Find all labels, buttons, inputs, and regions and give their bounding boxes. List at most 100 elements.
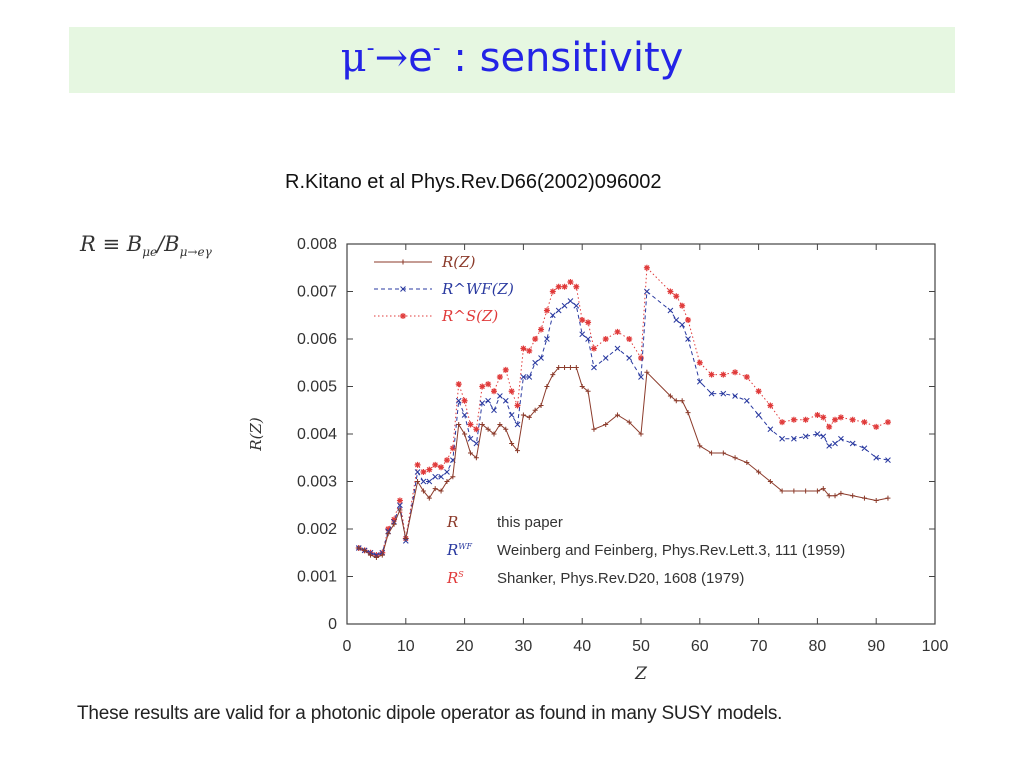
data-point: [885, 457, 891, 463]
data-point: [567, 279, 574, 285]
data-point: [837, 414, 844, 421]
data-point: [503, 426, 509, 432]
x-axis-label: Z: [634, 664, 648, 684]
data-point: [520, 374, 527, 380]
data-point: [514, 421, 521, 428]
data-point: [779, 435, 785, 442]
data-point: [720, 390, 727, 397]
data-point: [432, 473, 439, 480]
data-point: [626, 336, 633, 342]
data-point: [579, 384, 585, 389]
data-point: [526, 374, 533, 380]
data-point: [673, 317, 680, 323]
data-point: [561, 283, 568, 290]
data-point: [638, 355, 644, 361]
data-point: [567, 365, 573, 370]
data-point: [467, 435, 474, 442]
data-point: [532, 336, 539, 342]
data-point: [444, 479, 450, 484]
data-point: [555, 283, 562, 290]
data-point: [732, 369, 739, 376]
data-point: [638, 431, 644, 437]
data-point: [414, 469, 421, 475]
data-point: [426, 478, 433, 485]
data-point: [400, 313, 406, 319]
data-point: [508, 412, 515, 418]
data-point: [391, 521, 397, 527]
data-point: [485, 381, 492, 388]
data-point: [814, 488, 820, 494]
data-point: [644, 369, 650, 375]
data-point: [696, 378, 703, 385]
data-point: [732, 393, 738, 399]
data-point: [432, 486, 438, 492]
title-mu-superscript: -: [366, 36, 375, 61]
data-point: [673, 398, 679, 404]
data-point: [467, 421, 474, 428]
data-point: [414, 461, 421, 468]
x-tick-label: 20: [456, 638, 474, 655]
footer-note: These results are valid for a photonic d…: [77, 703, 783, 724]
data-point: [614, 412, 620, 418]
data-point: [708, 371, 715, 378]
title-electron: e: [408, 35, 433, 81]
legend-symbol-sup: WF: [458, 542, 472, 551]
data-point: [591, 364, 597, 371]
data-point: [696, 359, 703, 366]
definition-lhs: R ≡ B: [80, 232, 143, 256]
data-point: [679, 398, 685, 404]
data-point: [590, 345, 597, 352]
data-point: [803, 488, 809, 494]
data-point: [603, 422, 609, 427]
data-point: [455, 381, 462, 388]
data-point: [743, 374, 750, 380]
data-point: [373, 555, 379, 560]
data-point: [832, 440, 838, 447]
data-point: [496, 374, 503, 380]
data-point: [391, 516, 398, 523]
definition-sub-mu-egamma: μ→eγ: [179, 245, 212, 260]
data-point: [579, 317, 586, 323]
data-point: [626, 419, 632, 425]
legend-description: this paper: [497, 514, 563, 531]
data-point: [356, 545, 362, 551]
x-tick-label: 40: [573, 638, 591, 655]
data-point: [832, 416, 839, 423]
data-point: [756, 469, 762, 475]
data-point: [779, 419, 786, 426]
citation: R.Kitano et al Phys.Rev.D66(2002)096002: [285, 171, 662, 193]
data-point: [450, 474, 456, 480]
y-tick-label: 0.008: [297, 236, 337, 253]
y-tick-label: 0.006: [297, 331, 337, 348]
data-point: [420, 478, 427, 485]
data-point: [826, 443, 833, 449]
data-point: [820, 433, 827, 440]
data-point: [538, 355, 544, 361]
data-point: [438, 488, 444, 494]
data-point: [549, 312, 556, 319]
data-point: [515, 448, 521, 454]
data-point: [455, 397, 462, 404]
legend-symbol: RWF: [446, 541, 473, 559]
data-point: [556, 365, 562, 370]
data-point: [814, 431, 821, 437]
data-point: [526, 347, 533, 354]
data-point: [720, 450, 726, 456]
data-point: [614, 328, 621, 335]
data-point: [473, 426, 480, 433]
data-point: [562, 365, 568, 370]
data-point: [420, 469, 427, 475]
data-point: [567, 298, 574, 304]
data-point: [473, 440, 480, 447]
data-point: [467, 450, 473, 456]
data-point: [397, 507, 403, 513]
data-point: [420, 488, 426, 494]
data-point: [520, 345, 527, 352]
data-point: [426, 466, 433, 473]
data-point: [861, 495, 867, 501]
data-point: [400, 286, 406, 292]
data-point: [532, 359, 539, 366]
data-point: [532, 407, 538, 413]
data-point: [550, 372, 556, 378]
data-point: [443, 457, 450, 464]
